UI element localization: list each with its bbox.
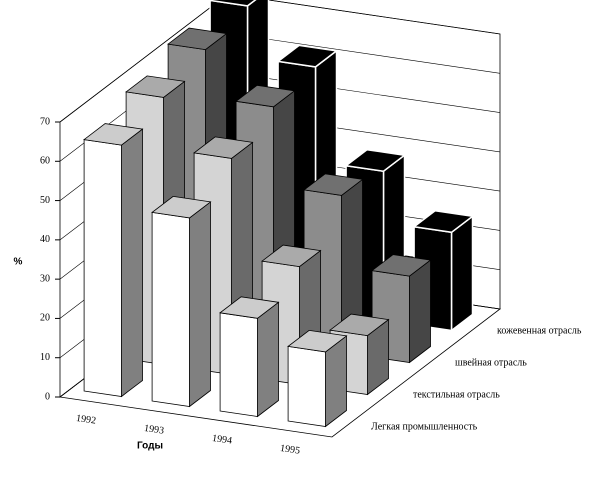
bar-face [189, 201, 211, 408]
y-tick-label: 30 [40, 273, 50, 284]
x-tick-label: 1992 [75, 413, 96, 427]
legend-label: текстильная отрасль [413, 389, 500, 400]
bar-face [329, 313, 390, 337]
bar-face [208, 0, 257, 7]
bar-face [261, 244, 322, 268]
bar-face [167, 27, 228, 51]
legend-label: швейная отрасль [455, 357, 527, 368]
bar-face [287, 345, 326, 427]
bar-face [219, 296, 280, 319]
bar-face [219, 312, 258, 417]
bar-face [450, 214, 474, 333]
bar-face [125, 75, 186, 98]
bar-face [151, 195, 212, 219]
legend-label: Легкая промышленность [371, 421, 478, 432]
bar-face [257, 301, 279, 418]
bar-face [409, 259, 431, 364]
bar-face [303, 173, 364, 196]
y-tick-label: 20 [40, 313, 50, 324]
x-axis-label: Годы [137, 441, 163, 452]
y-axis-label: % [14, 257, 23, 268]
bar-face [412, 210, 475, 234]
grid-line [59, 0, 501, 123]
bar [219, 296, 280, 418]
bar [287, 329, 348, 428]
bar-face [344, 148, 407, 172]
legend-label: кожевенная отрасль [497, 325, 582, 336]
bar-face [121, 128, 143, 398]
y-tick-label: 50 [40, 195, 50, 206]
bar-face [83, 123, 144, 146]
x-tick-label: 1994 [211, 433, 232, 447]
bar-face [193, 136, 254, 159]
bar-face [371, 254, 432, 277]
bar-face [276, 44, 339, 68]
y-tick-label: 0 [45, 391, 50, 402]
x-tick-label: 1993 [143, 423, 164, 437]
y-tick-label: 60 [40, 156, 50, 167]
bar-face [151, 211, 190, 407]
bar [151, 195, 212, 408]
y-tick-label: 40 [40, 234, 50, 245]
bar [83, 123, 144, 398]
x-tick-label: 1995 [279, 443, 300, 457]
bar-face [287, 329, 348, 353]
bar-face [235, 84, 296, 108]
y-tick-label: 10 [40, 352, 50, 363]
y-tick-label: 70 [40, 116, 50, 127]
bar-face [83, 139, 122, 397]
